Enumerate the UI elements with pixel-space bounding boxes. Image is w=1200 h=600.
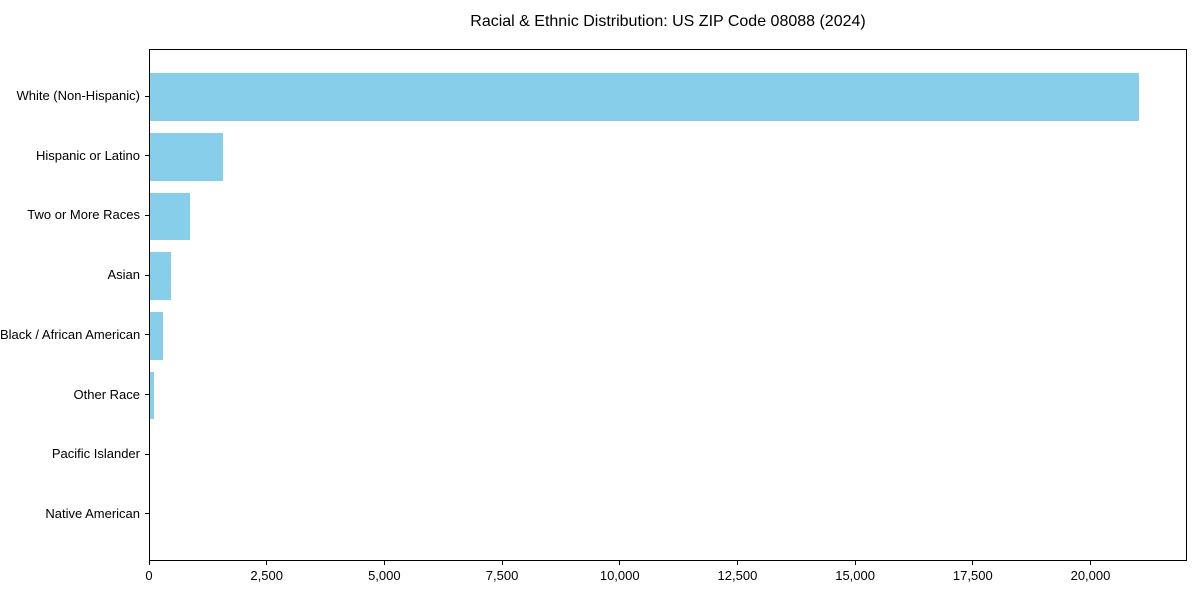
y-tick-label: Hispanic or Latino (35, 147, 140, 163)
x-tick-label: 17,500 (952, 568, 993, 583)
x-tick-label: 2,500 (250, 568, 283, 583)
x-tick-mark (736, 561, 738, 565)
y-tick-label: Asian (107, 267, 140, 283)
x-tick-mark (854, 561, 856, 565)
bar (150, 311, 164, 360)
x-tick-mark (148, 561, 150, 565)
bar (150, 252, 172, 301)
bar (150, 371, 155, 420)
y-tick-mark (145, 214, 149, 216)
y-tick-mark (145, 334, 149, 336)
x-tick-label: 15,000 (835, 568, 875, 583)
y-tick-label: White (Non-Hispanic) (16, 88, 140, 104)
y-tick-mark (145, 453, 149, 455)
y-tick-label: Pacific Islander (51, 446, 140, 462)
x-tick-label: 20,000 (1070, 568, 1111, 583)
x-tick-label: 0 (145, 568, 153, 583)
x-tick-mark (619, 561, 621, 565)
x-tick-mark (383, 561, 385, 565)
x-tick-label: 10,000 (599, 568, 640, 583)
y-tick-label: Native American (45, 505, 140, 521)
x-tick-label: 12,500 (717, 568, 758, 583)
y-tick-mark (145, 513, 149, 515)
x-tick-mark (266, 561, 268, 565)
x-tick-mark (972, 561, 974, 565)
plot-area (149, 49, 1187, 561)
bar (150, 73, 1139, 121)
y-tick-label: Two or More Races (27, 207, 140, 223)
x-tick-label: 7,500 (485, 568, 519, 583)
y-tick-mark (145, 95, 149, 97)
y-tick-mark (145, 274, 149, 276)
chart-title: Racial & Ethnic Distribution: US ZIP Cod… (470, 13, 866, 30)
x-tick-mark (1089, 561, 1091, 565)
x-tick-label: 5,000 (368, 568, 401, 583)
y-tick-mark (145, 155, 149, 157)
x-tick-mark (501, 561, 503, 565)
y-tick-label: Black / African American (0, 326, 141, 342)
y-tick-label: Other Race (73, 386, 140, 402)
bar (150, 132, 223, 181)
y-tick-mark (145, 394, 149, 395)
bar (150, 192, 190, 241)
